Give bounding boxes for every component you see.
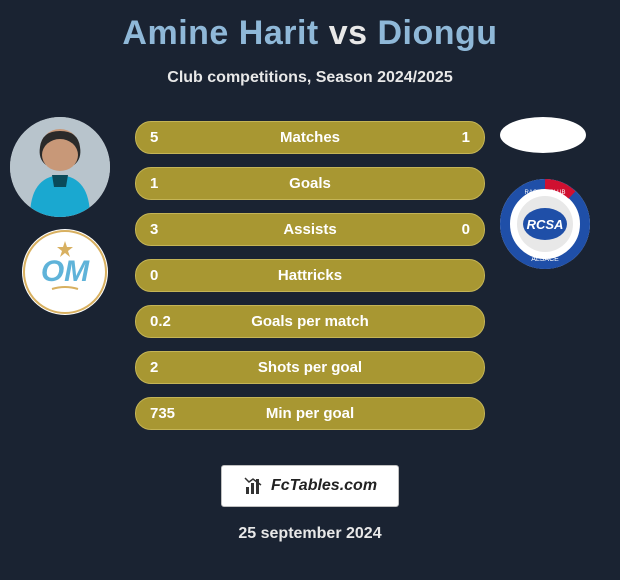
stat-row-goals: 1 Goals: [135, 167, 485, 200]
stat-left-value: 0: [150, 267, 158, 284]
stat-right-value: 1: [462, 129, 470, 146]
title-vs: vs: [329, 14, 368, 52]
brand-text: FcTables.com: [271, 477, 377, 495]
player2-club-badge: RCSA RACING CLUB ALSACE: [500, 179, 590, 269]
stat-row-assists: 3 Assists 0: [135, 213, 485, 246]
stat-label: Goals: [289, 175, 331, 192]
stat-left-value: 5: [150, 129, 158, 146]
bar-chart-icon: [243, 475, 265, 497]
rcsa-badge-icon: RCSA RACING CLUB ALSACE: [500, 179, 590, 269]
stat-row-goals-per-match: 0.2 Goals per match: [135, 305, 485, 338]
svg-text:RACING CLUB: RACING CLUB: [524, 190, 565, 196]
comparison-panel: OM RCSA RACING CLUB ALSACE 5 Matches: [0, 117, 620, 447]
player2-photo-placeholder: [500, 117, 586, 153]
stat-right-value: 0: [462, 221, 470, 238]
brand-badge: FcTables.com: [221, 465, 399, 507]
player1-photo: [10, 117, 110, 217]
stat-row-hattricks: 0 Hattricks: [135, 259, 485, 292]
stat-left-value: 735: [150, 405, 175, 422]
stat-bars: 5 Matches 1 1 Goals 3 Assists 0 0 Hattri…: [135, 121, 485, 430]
left-column: OM: [10, 117, 110, 315]
stat-left-value: 1: [150, 175, 158, 192]
svg-text:ALSACE: ALSACE: [531, 256, 559, 263]
player1-club-badge: OM: [22, 229, 108, 315]
svg-text:RCSA: RCSA: [527, 217, 564, 232]
stat-row-min-per-goal: 735 Min per goal: [135, 397, 485, 430]
stat-left-value: 3: [150, 221, 158, 238]
subtitle: Club competitions, Season 2024/2025: [0, 69, 620, 87]
stat-left-value: 2: [150, 359, 158, 376]
player-silhouette-icon: [10, 117, 110, 217]
stat-label: Goals per match: [251, 313, 369, 330]
om-badge-icon: OM: [22, 229, 108, 315]
stat-label: Hattricks: [278, 267, 342, 284]
stat-label: Matches: [280, 129, 340, 146]
right-column: RCSA RACING CLUB ALSACE: [500, 117, 590, 269]
stat-row-matches: 5 Matches 1: [135, 121, 485, 154]
page-title: Amine Harit vs Diongu: [0, 0, 620, 53]
stat-left-value: 0.2: [150, 313, 171, 330]
title-player1: Amine Harit: [122, 14, 318, 52]
stat-label: Min per goal: [266, 405, 354, 422]
date-label: 25 september 2024: [0, 525, 620, 543]
title-player2: Diongu: [377, 14, 497, 52]
stat-label: Shots per goal: [258, 359, 362, 376]
svg-text:OM: OM: [41, 255, 90, 288]
stat-label: Assists: [283, 221, 336, 238]
stat-row-shots-per-goal: 2 Shots per goal: [135, 351, 485, 384]
